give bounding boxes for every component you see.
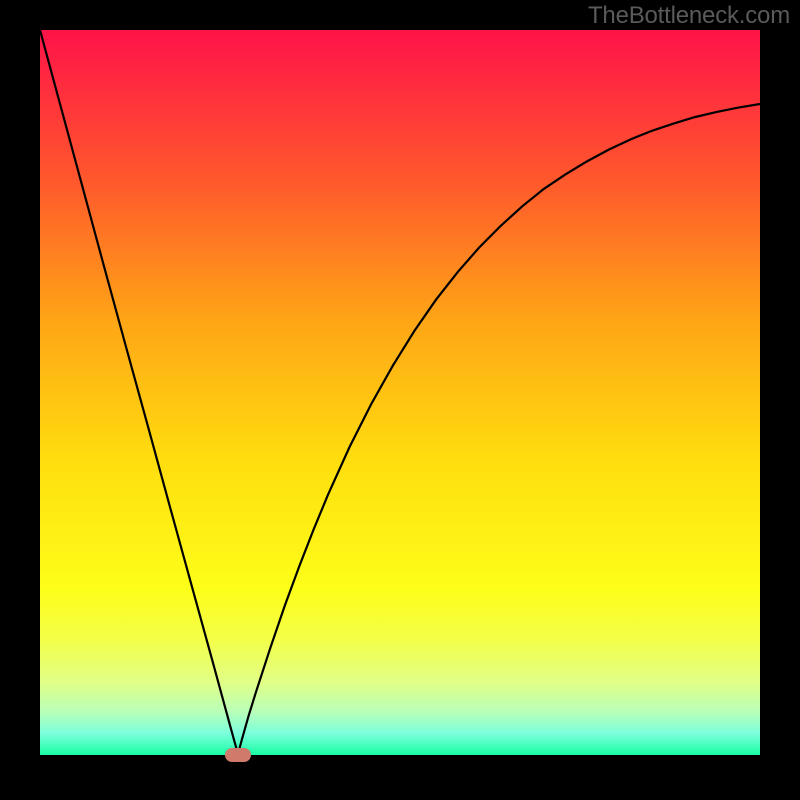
plot-area (40, 30, 760, 755)
bottleneck-curve (40, 30, 760, 755)
optimum-marker (225, 748, 251, 762)
watermark: TheBottleneck.com (588, 2, 790, 30)
chart-container: TheBottleneck.com (0, 0, 800, 800)
curve-layer (40, 30, 760, 755)
